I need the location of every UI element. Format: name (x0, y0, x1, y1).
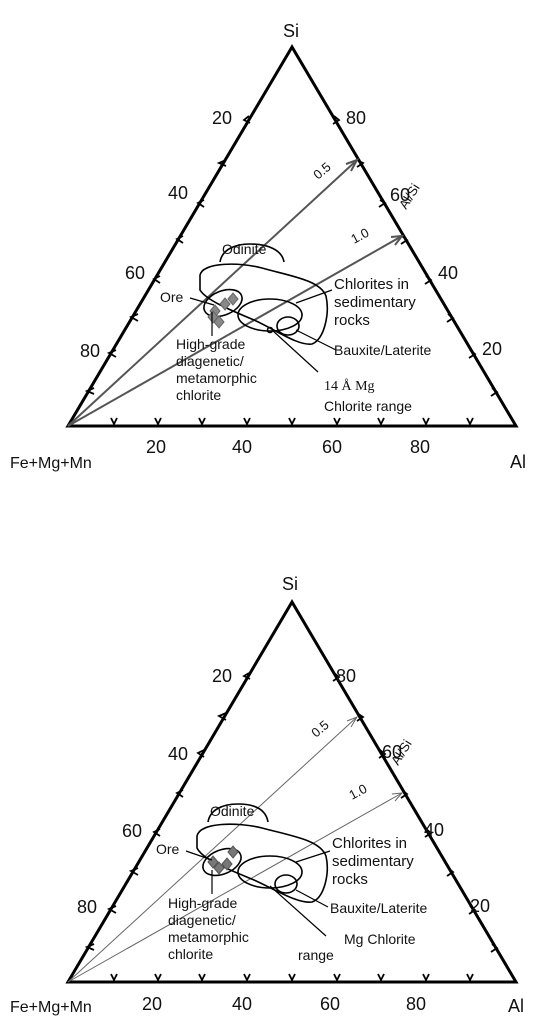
ratio-lines (67, 715, 404, 983)
vertex-label-fe-mg-mn: Fe+Mg+Mn (10, 455, 92, 472)
leader-lines (189, 289, 337, 373)
bauxite-label: Bauxite/Laterite (334, 342, 431, 358)
right-tick-label: 20 (470, 896, 490, 916)
ratio-lines (67, 158, 405, 427)
right-tick-label: 40 (424, 820, 444, 840)
vertex-label-al: Al (510, 452, 526, 472)
bottom-tick-label: 80 (406, 994, 426, 1014)
ore-label: Ore (156, 841, 180, 857)
ore-field (202, 847, 242, 877)
leader-lines (185, 850, 331, 937)
odinite-label: Odinite (222, 241, 267, 257)
bottom-tick-label: 20 (142, 994, 162, 1014)
high-grade-field (196, 823, 328, 903)
chlorites-label-line2: sedimentary (334, 294, 416, 311)
mg-chlorite-label-line1: Mg Chlorite (344, 931, 416, 947)
left-tick-label: 60 (125, 263, 145, 283)
high-grade-label-line2: diagenetic/ (168, 912, 236, 928)
field-outlines (196, 803, 328, 903)
ratio-line-0-5-arrowhead (346, 715, 359, 728)
chlorites-sedimentary-field (237, 298, 303, 332)
ratio-line-1-0-arrowhead (390, 234, 405, 246)
ratio-line-0-5 (67, 159, 358, 427)
bauxite-laterite-field (274, 874, 298, 894)
ratio-label-0-5: 0.5 (310, 159, 333, 182)
odinite-bracket (219, 243, 285, 263)
ratio-line-1-0-arrowhead (391, 792, 404, 802)
left-tick-label: 80 (80, 341, 100, 361)
mg-chlorite-label-line2: range (298, 947, 334, 963)
vertex-label-fe-mg-mn: Fe+Mg+Mn (10, 999, 92, 1016)
chlorites-label-line1: Chlorites in (334, 276, 409, 293)
chlorites-sedimentary-field (237, 855, 303, 889)
ratio-label-1-0: 1.0 (348, 225, 371, 247)
bottom-tick-label: 20 (146, 437, 166, 457)
left-tick-label: 40 (168, 744, 188, 764)
right-tick-label: 60 (390, 185, 410, 205)
ore-samples (207, 845, 239, 875)
ore-samples (207, 292, 239, 329)
bottom-tick-label: 40 (232, 994, 252, 1014)
right-tick-label: 80 (346, 108, 366, 128)
bottom-tick-label: 40 (232, 437, 252, 457)
ternary-diagram-bottom: Si Fe+Mg+Mn Al 20 40 60 80 80 60 40 20 2… (10, 574, 524, 1016)
vertex-label-si: Si (283, 21, 299, 41)
right-tick-label: 60 (382, 742, 402, 762)
triangle-frame (65, 44, 519, 428)
vertex-label-al: Al (508, 996, 524, 1016)
field-outlines (199, 243, 328, 345)
high-grade-label-line1: High-grade (176, 336, 245, 352)
mg-chlorite-marker (266, 326, 274, 334)
ratio-line-1-0 (67, 235, 403, 427)
ratio-line-0-5-arrowhead (345, 158, 360, 172)
left-tick-label: 40 (168, 183, 188, 203)
bauxite-label: Bauxite/Laterite (330, 900, 427, 916)
ternary-diagram-top: Si Fe+Mg+Mn Al 20 40 60 80 80 60 40 20 2… (10, 21, 526, 472)
left-tick-label: 20 (212, 108, 232, 128)
mg-chlorite-label-line1: 14 Å Mg (324, 378, 375, 394)
right-tick-label: 40 (438, 263, 458, 283)
chlorites-label-line3: rocks (332, 871, 368, 888)
high-grade-label-line4: chlorite (176, 387, 221, 403)
high-grade-label-line4: chlorite (168, 946, 213, 962)
vertex-label-si: Si (282, 574, 298, 594)
high-grade-label-line2: diagenetic/ (176, 353, 244, 369)
triangle-frame (65, 599, 519, 984)
ratio-line-0-5 (67, 716, 358, 983)
ore-label: Ore (160, 289, 184, 305)
high-grade-label-line3: metamorphic (168, 929, 249, 945)
right-tick-label: 80 (336, 666, 356, 686)
chlorites-label-line1: Chlorites in (332, 835, 407, 852)
right-tick-label: 20 (482, 339, 502, 359)
high-grade-field (199, 263, 328, 345)
chlorites-label-line3: rocks (334, 312, 370, 329)
bauxite-laterite-field (276, 316, 300, 336)
ratio-label-0-5: 0.5 (308, 717, 331, 740)
left-tick-label: 60 (122, 821, 142, 841)
bottom-tick-label: 60 (320, 994, 340, 1014)
left-tick-label: 80 (77, 897, 97, 917)
ratio-label-1-0: 1.0 (346, 781, 369, 803)
left-tick-label: 20 (212, 666, 232, 686)
odinite-label: Odinite (210, 803, 255, 819)
high-grade-label-line3: metamorphic (176, 370, 257, 386)
chlorites-label-line2: sedimentary (332, 853, 414, 870)
mg-chlorite-label-line2: Chlorite range (324, 398, 412, 414)
bottom-tick-label: 80 (410, 437, 430, 457)
high-grade-label-line1: High-grade (168, 895, 237, 911)
ore-field (203, 288, 243, 318)
bottom-tick-label: 60 (322, 437, 342, 457)
odinite-bracket (207, 803, 269, 823)
ratio-line-1-0 (67, 792, 403, 983)
